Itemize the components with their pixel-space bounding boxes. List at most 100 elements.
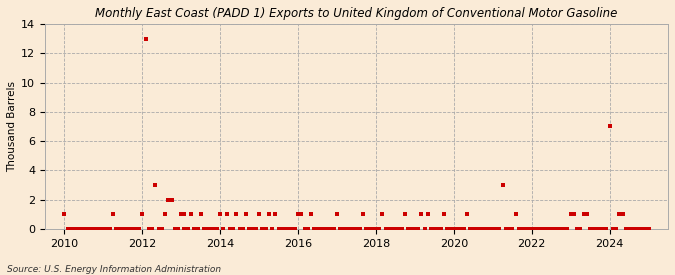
- Point: [374, 227, 385, 231]
- Point: [458, 227, 469, 231]
- Point: [218, 227, 229, 231]
- Point: [293, 212, 304, 217]
- Point: [575, 227, 586, 231]
- Point: [108, 212, 119, 217]
- Point: [439, 212, 450, 217]
- Point: [221, 212, 232, 217]
- Point: [552, 227, 563, 231]
- Point: [520, 227, 531, 231]
- Point: [484, 227, 495, 231]
- Point: [261, 227, 271, 231]
- Point: [186, 212, 196, 217]
- Point: [351, 227, 362, 231]
- Point: [78, 227, 89, 231]
- Point: [342, 227, 352, 231]
- Point: [464, 227, 475, 231]
- Point: [556, 227, 566, 231]
- Point: [202, 227, 213, 231]
- Point: [371, 227, 381, 231]
- Point: [403, 227, 414, 231]
- Point: [432, 227, 443, 231]
- Point: [608, 227, 618, 231]
- Point: [143, 227, 154, 231]
- Point: [182, 227, 193, 231]
- Point: [192, 227, 203, 231]
- Point: [69, 227, 80, 231]
- Point: [309, 227, 320, 231]
- Point: [435, 227, 446, 231]
- Point: [247, 227, 258, 231]
- Point: [562, 227, 573, 231]
- Point: [140, 36, 151, 41]
- Point: [306, 212, 317, 217]
- Point: [446, 227, 456, 231]
- Point: [348, 227, 358, 231]
- Point: [157, 227, 167, 231]
- Point: [578, 212, 589, 217]
- Point: [494, 227, 505, 231]
- Point: [611, 227, 622, 231]
- Point: [633, 227, 644, 231]
- Point: [591, 227, 602, 231]
- Point: [423, 212, 433, 217]
- Point: [227, 227, 238, 231]
- Point: [627, 227, 638, 231]
- Point: [582, 212, 593, 217]
- Point: [549, 227, 560, 231]
- Point: [153, 227, 164, 231]
- Point: [394, 227, 404, 231]
- Point: [65, 227, 76, 231]
- Point: [643, 227, 654, 231]
- Point: [238, 227, 248, 231]
- Point: [412, 227, 423, 231]
- Point: [543, 227, 554, 231]
- Point: [604, 124, 615, 129]
- Point: [487, 227, 498, 231]
- Point: [82, 227, 92, 231]
- Point: [471, 227, 482, 231]
- Point: [299, 227, 310, 231]
- Point: [507, 227, 518, 231]
- Point: [598, 227, 609, 231]
- Point: [510, 212, 521, 217]
- Point: [254, 212, 265, 217]
- Point: [526, 227, 537, 231]
- Point: [277, 227, 288, 231]
- Point: [150, 183, 161, 187]
- Point: [546, 227, 557, 231]
- Point: [137, 212, 148, 217]
- Point: [127, 227, 138, 231]
- Point: [95, 227, 105, 231]
- Point: [637, 227, 647, 231]
- Point: [536, 227, 547, 231]
- Point: [98, 227, 109, 231]
- Point: [640, 227, 651, 231]
- Point: [364, 227, 375, 231]
- Point: [475, 227, 485, 231]
- Point: [523, 227, 534, 231]
- Point: [286, 227, 297, 231]
- Point: [406, 227, 417, 231]
- Point: [410, 227, 421, 231]
- Point: [322, 227, 333, 231]
- Point: [516, 227, 527, 231]
- Point: [179, 227, 190, 231]
- Point: [497, 183, 508, 187]
- Point: [400, 212, 410, 217]
- Text: Source: U.S. Energy Information Administration: Source: U.S. Energy Information Administ…: [7, 265, 221, 274]
- Point: [585, 227, 595, 231]
- Point: [117, 227, 128, 231]
- Point: [478, 227, 489, 231]
- Point: [267, 227, 277, 231]
- Point: [504, 227, 514, 231]
- Point: [361, 227, 372, 231]
- Point: [462, 212, 472, 217]
- Point: [62, 227, 73, 231]
- Point: [380, 227, 391, 231]
- Point: [530, 227, 541, 231]
- Point: [338, 227, 349, 231]
- Point: [134, 227, 144, 231]
- Point: [121, 227, 132, 231]
- Point: [166, 197, 177, 202]
- Point: [257, 227, 268, 231]
